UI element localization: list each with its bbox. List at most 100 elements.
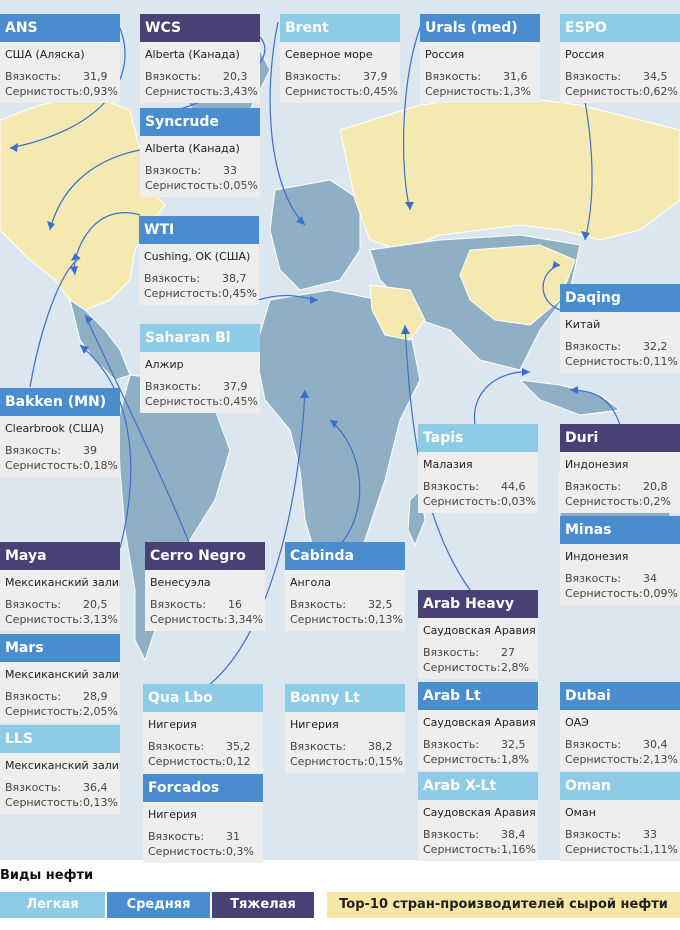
viscosity-value: 35,2 [226, 740, 251, 753]
viscosity-value: 20,5 [83, 598, 108, 611]
sulfur-label: Сернистость: [565, 85, 643, 98]
sulfur-label: Сернистость: [423, 495, 501, 508]
viscosity-value: 31 [226, 830, 240, 843]
sulfur-value: 3,13% [83, 613, 118, 626]
viscosity-label: Вязкость: [423, 738, 480, 751]
sulfur-value: 0,12 [226, 755, 251, 768]
arrow-bakken [29, 257, 81, 388]
sulfur-label: Сернистость: [565, 355, 643, 368]
viscosity-value: 16 [228, 598, 242, 611]
sulfur-label: Сернистость: [565, 843, 643, 856]
sulfur-label: Сернистость: [423, 843, 501, 856]
viscosity-value: 36,4 [83, 781, 108, 794]
card-title: Arab X-Lt [418, 772, 538, 800]
card-title: Cerro Negro [145, 542, 265, 570]
sulfur-value: 0,03% [501, 495, 536, 508]
sulfur-value: 2,05% [83, 705, 118, 718]
viscosity-label: Вязкость: [423, 480, 480, 493]
card-location: Мексиканский залив [5, 668, 120, 681]
card-title: Bakken (MN) [0, 388, 120, 416]
card-location: Северное море [285, 48, 373, 61]
viscosity-label: Вязкость: [565, 340, 622, 353]
crude-card-arab-heavy: Arab Heavy Саудовская Аравия Вязкость: 27… [418, 590, 538, 679]
card-location: Clearbrook (США) [5, 422, 104, 435]
sulfur-value: 0,62% [643, 85, 678, 98]
viscosity-value: 33 [643, 828, 657, 841]
card-location: США (Аляска) [5, 48, 85, 61]
viscosity-label: Вязкость: [565, 572, 622, 585]
viscosity-value: 31,6 [503, 70, 528, 83]
legend-heavy: Тяжелая [212, 892, 314, 918]
arrowhead-arab-heavy [401, 325, 410, 334]
viscosity-label: Вязкость: [148, 740, 205, 753]
viscosity-label: Вязкость: [145, 380, 202, 393]
card-title: Arab Heavy [418, 590, 538, 618]
viscosity-label: Вязкость: [565, 480, 622, 493]
card-location: Индонезия [565, 550, 629, 563]
viscosity-label: Вязкость: [425, 70, 482, 83]
card-title: Dubai [560, 682, 680, 710]
card-title: Daqing [560, 284, 680, 312]
viscosity-label: Вязкость: [565, 828, 622, 841]
arabia-landmass [369, 284, 426, 341]
sulfur-value: 1,11% [643, 843, 678, 856]
card-title: Saharan Bl [140, 324, 260, 352]
sulfur-label: Сернистость: [145, 179, 223, 192]
viscosity-label: Вязкость: [285, 70, 342, 83]
card-title: Forcados [143, 774, 263, 802]
china-landmass [459, 244, 576, 326]
sulfur-label: Сернистость: [5, 613, 83, 626]
crude-card-daqing: Daqing Китай Вязкость: 32,2 Сернистость: 0… [560, 284, 680, 373]
crude-card-duri: Duri Индонезия Вязкость: 20,8 Сернистость… [560, 424, 680, 513]
crude-card-tapis: Tapis Малазия Вязкость: 44,6 Сернистость:… [418, 424, 538, 513]
arrowhead-qua-lbo [300, 390, 309, 398]
card-title: Brent [280, 14, 400, 42]
sulfur-value: 0,09% [643, 587, 678, 600]
arrowhead-tapis [522, 368, 530, 376]
card-location: Нигерия [290, 718, 339, 731]
southeast-asia-landmass [518, 379, 622, 416]
card-title: Duri [560, 424, 680, 452]
sulfur-label: Сернистость: [423, 753, 501, 766]
viscosity-value: 20,3 [223, 70, 248, 83]
card-location: Alberta (Канада) [145, 142, 240, 155]
card-title: Cabinda [285, 542, 405, 570]
arrow-maya [79, 344, 132, 549]
sulfur-value: 2,8% [501, 661, 529, 674]
viscosity-label: Вязкость: [423, 828, 480, 841]
viscosity-value: 27 [501, 646, 515, 659]
card-location: Саудовская Аравия [423, 806, 536, 819]
sulfur-label: Сернистость: [565, 587, 643, 600]
card-title: WCS [140, 14, 260, 42]
viscosity-label: Вязкость: [5, 598, 62, 611]
crude-card-dubai: Dubai ОАЭ Вязкость: 30,4 Сернистость: 2,13… [560, 682, 680, 771]
sulfur-value: 0,13% [368, 613, 403, 626]
sulfur-label: Сернистость: [565, 753, 643, 766]
arrow-syncrude [49, 149, 141, 231]
sulfur-label: Сернистость: [565, 495, 643, 508]
arrowhead-cabinda [330, 420, 338, 428]
card-location: Мексиканский залив [5, 576, 120, 589]
sulfur-value: 0,11% [643, 355, 678, 368]
card-location: Ангола [290, 576, 331, 589]
crude-card-bakken: Bakken (MN) Clearbrook (США) Вязкость: 39… [0, 388, 120, 477]
viscosity-value: 32,2 [643, 340, 668, 353]
viscosity-label: Вязкость: [5, 690, 62, 703]
crude-card-arab-lt: Arab Lt Саудовская Аравия Вязкость: 32,5 … [418, 682, 538, 771]
sulfur-value: 0,45% [223, 395, 258, 408]
viscosity-label: Вязкость: [144, 272, 201, 285]
card-location: Cushing, OK (США) [144, 250, 251, 263]
sulfur-value: 2,13% [643, 753, 678, 766]
card-title: Syncrude [140, 108, 260, 136]
card-title: Mars [0, 634, 120, 662]
sulfur-label: Сернистость: [285, 85, 363, 98]
viscosity-label: Вязкость: [5, 70, 62, 83]
sulfur-value: 0,18% [83, 459, 118, 472]
viscosity-label: Вязкость: [145, 70, 202, 83]
europe-landmass [269, 179, 361, 291]
card-location: Россия [425, 48, 465, 61]
viscosity-value: 38,7 [222, 272, 247, 285]
sulfur-label: Сернистость: [5, 85, 83, 98]
viscosity-value: 37,9 [223, 380, 248, 393]
viscosity-value: 32,5 [368, 598, 393, 611]
